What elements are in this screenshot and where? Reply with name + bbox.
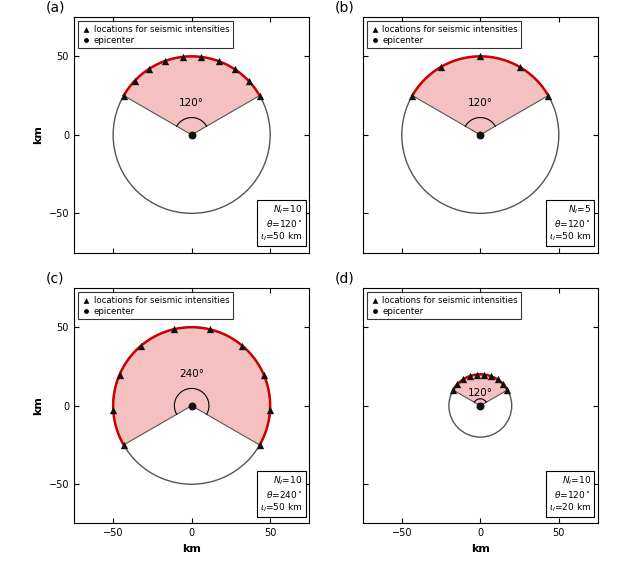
Point: [492, 375, 502, 384]
Point: [187, 130, 197, 139]
Wedge shape: [124, 56, 259, 135]
Point: [265, 406, 275, 415]
Point: [486, 372, 496, 381]
Point: [136, 341, 146, 350]
Point: [129, 76, 139, 85]
Text: (a): (a): [46, 1, 65, 15]
Text: $N_I$=10
$\theta$=120$^\circ$
$\iota_I$=50 km: $N_I$=10 $\theta$=120$^\circ$ $\iota_I$=…: [260, 204, 302, 243]
Point: [214, 56, 224, 65]
Legend: locations for seismic intensities, epicenter: locations for seismic intensities, epice…: [78, 22, 233, 48]
Point: [143, 65, 153, 74]
Point: [465, 372, 475, 381]
Text: 240°: 240°: [179, 369, 204, 379]
Point: [119, 91, 129, 100]
Point: [452, 380, 462, 389]
Point: [543, 91, 553, 100]
Point: [475, 401, 485, 410]
Wedge shape: [113, 327, 270, 445]
X-axis label: km: km: [471, 544, 490, 554]
Point: [475, 130, 485, 139]
Point: [408, 91, 418, 100]
Point: [114, 370, 124, 379]
Y-axis label: km: km: [33, 125, 43, 145]
Point: [472, 370, 482, 379]
Point: [119, 440, 129, 450]
Legend: locations for seismic intensities, epicenter: locations for seismic intensities, epice…: [367, 292, 521, 319]
Text: $N_I$=5
$\theta$=120$^\circ$
$\iota_I$=50 km: $N_I$=5 $\theta$=120$^\circ$ $\iota_I$=5…: [549, 204, 591, 243]
Point: [498, 380, 508, 389]
Text: 120°: 120°: [179, 98, 204, 108]
Point: [237, 341, 247, 350]
Point: [448, 385, 458, 394]
Point: [168, 325, 178, 334]
Text: (b): (b): [334, 1, 354, 15]
Point: [502, 385, 512, 394]
Wedge shape: [413, 56, 548, 135]
Point: [196, 52, 206, 61]
Legend: locations for seismic intensities, epicenter: locations for seismic intensities, epice…: [367, 22, 521, 48]
Point: [160, 56, 170, 65]
Point: [178, 52, 188, 61]
Text: (d): (d): [334, 271, 354, 286]
Text: $N_I$=10
$\theta$=120$^\circ$
$\iota_I$=20 km: $N_I$=10 $\theta$=120$^\circ$ $\iota_I$=…: [549, 475, 591, 514]
Point: [514, 62, 524, 71]
Text: 120°: 120°: [468, 98, 493, 108]
Point: [479, 370, 489, 379]
Point: [259, 370, 269, 379]
Legend: locations for seismic intensities, epicenter: locations for seismic intensities, epice…: [78, 292, 233, 319]
Text: (c): (c): [46, 271, 64, 286]
Wedge shape: [453, 374, 507, 406]
X-axis label: km: km: [182, 544, 201, 554]
Text: 120°: 120°: [468, 388, 493, 398]
Point: [458, 375, 468, 384]
Point: [187, 401, 197, 410]
Point: [254, 91, 264, 100]
Y-axis label: km: km: [33, 396, 43, 415]
Text: $N_I$=10
$\theta$=240$^\circ$
$\iota_I$=50 km: $N_I$=10 $\theta$=240$^\circ$ $\iota_I$=…: [260, 475, 302, 514]
Point: [436, 62, 446, 71]
Point: [205, 325, 215, 334]
Point: [254, 440, 264, 450]
Point: [230, 65, 240, 74]
Point: [475, 52, 485, 61]
Point: [244, 76, 254, 85]
Point: [108, 406, 118, 415]
